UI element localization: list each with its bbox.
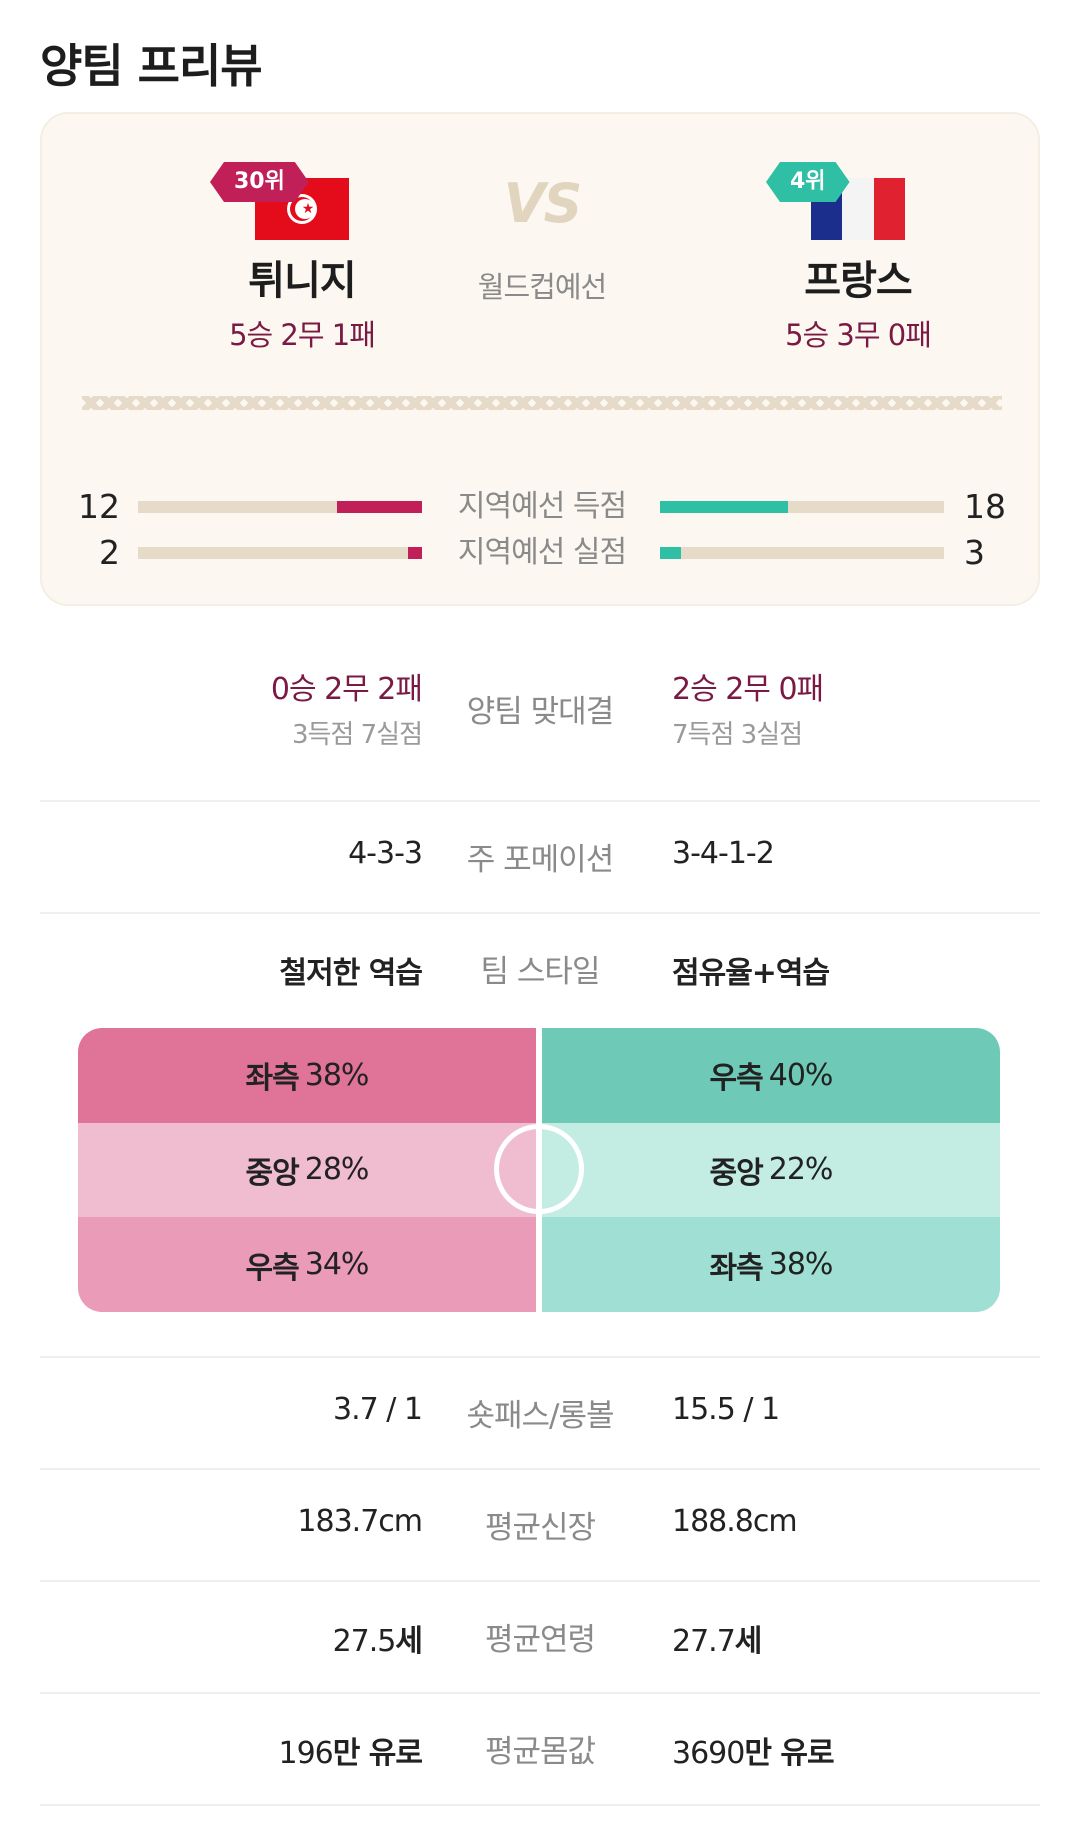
away-avg-age: 27.7세 [672, 1624, 762, 1659]
divider [40, 1804, 1040, 1806]
away-conceded-track [660, 547, 944, 559]
avg-age-label: 평균연령 [484, 1622, 596, 1658]
home-conceded-value: 2 [99, 533, 120, 572]
home-team-style: 철저한 역습 [279, 956, 423, 991]
home-h2h-record: 0승 2무 2패 [270, 672, 423, 707]
away-h2h-goals: 7득점 3실점 [672, 720, 803, 750]
qualifier-goals-label: 지역예선 득점 [457, 489, 627, 524]
home-team: ★ 30위 튀니지 5승 2무 1패 [172, 114, 432, 354]
home-rank-badge: 30위 [210, 162, 309, 202]
attack-zones-pitch: 좌측 38% 중앙 28% 우측 34% 우측 40% 중앙 22% 좌측 38% [78, 1028, 1000, 1312]
home-zone-1: 좌측 38% [78, 1028, 536, 1123]
away-team-record: 5승 3무 0패 [785, 318, 932, 352]
home-conceded-bar [407, 547, 422, 559]
away-h2h-record: 2승 2무 0패 [672, 672, 824, 707]
home-zone-2: 중앙 28% [78, 1122, 536, 1218]
divider [40, 912, 1040, 914]
divider [40, 1580, 1040, 1582]
away-goals-track [660, 501, 944, 513]
home-goals-track [138, 501, 422, 513]
home-formation: 4-3-3 [348, 836, 423, 871]
avg-height-label: 평균신장 [484, 1510, 596, 1546]
home-conceded-track [138, 547, 422, 559]
home-avg-age: 27.5세 [332, 1624, 423, 1659]
away-goals-value: 18 [964, 487, 1006, 526]
away-team-name: 프랑스 [804, 258, 912, 304]
head-to-head-label: 양팀 맞대결 [466, 694, 614, 730]
away-avg-value: 3690만 유로 [672, 1736, 835, 1771]
qualifier-conceded-label: 지역예선 실점 [457, 535, 627, 570]
diamond-divider [82, 396, 1002, 410]
home-goals-value: 12 [78, 487, 120, 526]
team-style-label: 팀 스타일 [480, 954, 601, 990]
divider [40, 800, 1040, 802]
away-conceded-value: 3 [964, 533, 985, 572]
away-team-style: 점유율+역습 [672, 956, 830, 991]
home-attack-zones: 좌측 38% 중앙 28% 우측 34% [78, 1028, 536, 1312]
home-pass-ratio: 3.7 / 1 [333, 1392, 423, 1427]
qualifier-conceded-row: 2 지역예선 실점 3 [42, 530, 1042, 576]
formation-label: 주 포메이션 [466, 842, 614, 878]
home-zone-3: 우측 34% [78, 1217, 536, 1312]
away-goals-bar [660, 501, 788, 513]
vs-label: VS [503, 172, 583, 235]
divider [40, 1468, 1040, 1470]
avg-value-label: 평균몸값 [484, 1734, 596, 1770]
home-flag-wrap: ★ 30위 [172, 114, 432, 244]
divider [40, 1356, 1040, 1358]
home-h2h-goals: 3득점 7실점 [291, 720, 423, 750]
home-team-record: 5승 2무 1패 [229, 318, 376, 352]
away-pass-ratio: 15.5 / 1 [672, 1392, 780, 1427]
home-team-name: 튀니지 [248, 258, 356, 304]
away-formation: 3-4-1-2 [672, 836, 775, 871]
away-avg-height: 188.8cm [672, 1504, 798, 1539]
home-avg-height: 183.7cm [297, 1504, 423, 1539]
away-flag-wrap: 4위 [728, 114, 988, 244]
home-goals-bar [336, 501, 422, 513]
away-conceded-bar [660, 547, 682, 559]
away-h2h: 2승 2무 0패 7득점 3실점 [672, 664, 824, 751]
home-avg-value: 196만 유로 [278, 1736, 423, 1771]
away-zone-2: 중앙 22% [542, 1122, 1000, 1218]
page-title: 양팀 프리뷰 [40, 39, 263, 93]
away-rank-badge: 4위 [766, 162, 850, 202]
match-preview-card: ★ 30위 튀니지 5승 2무 1패 VS 월드컵예선 4위 프랑스 5승 3무… [40, 112, 1040, 606]
away-zone-1: 우측 40% [542, 1028, 1000, 1123]
pass-ratio-label: 숏패스/롱볼 [466, 1398, 614, 1434]
qualifier-goals-row: 12 지역예선 득점 18 [42, 484, 1042, 530]
match-type: 월드컵예선 [477, 270, 607, 304]
pitch-center-circle [494, 1124, 584, 1214]
away-attack-zones: 우측 40% 중앙 22% 좌측 38% [542, 1028, 1000, 1312]
away-team: 4위 프랑스 5승 3무 0패 [728, 114, 988, 354]
away-zone-3: 좌측 38% [542, 1217, 1000, 1312]
divider [40, 1692, 1040, 1694]
home-h2h: 0승 2무 2패 3득점 7실점 [270, 664, 423, 751]
